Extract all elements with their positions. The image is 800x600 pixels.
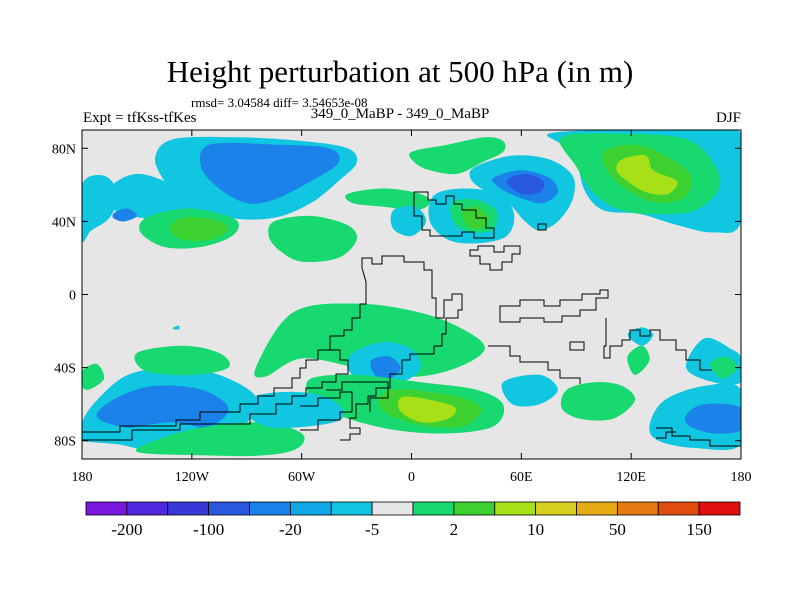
contour-region-41 [684,403,741,434]
experiment-label: Expt = tfKss-tfKes [83,110,197,126]
colorbar-swatch-4 [249,501,291,516]
colorbar-swatch-1 [126,501,169,516]
contour-region-35 [560,382,636,421]
contour-region-24 [82,363,105,390]
colorbar-swatch-8 [412,501,455,516]
contour-region-22 [96,385,229,430]
contour-region-34 [501,374,558,407]
colorbar-label-2: -20 [279,520,302,539]
colorbar-swatch-2 [167,501,210,516]
stats-label: rmsd= 3.04584 diff= 3.54653e-08 [191,95,368,110]
coastline-caspian [537,223,547,231]
period-label: 349_0_MaBP - 349_0_MaBP [310,106,490,122]
y-tick-label-1: 40N [52,215,76,230]
y-tick-label-4: 80S [54,435,76,450]
colorbar-label-4: 2 [450,520,459,539]
colorbar-swatch-11 [535,501,577,516]
colorbar-swatch-3 [208,501,250,516]
contour-region-7 [268,215,357,263]
contour-region-9 [345,188,430,211]
season-label: DJF [715,110,741,126]
coastline-south-america-lower [82,349,349,441]
contour-region-32 [398,396,457,423]
y-tick-label-0: 80N [52,142,76,157]
coastline-layer [82,191,741,447]
colorbar-label-1: -100 [193,520,224,539]
colorbar-swatch-13 [616,501,659,516]
x-tick-label-3: 0 [408,470,415,485]
contour-region-29 [370,356,401,379]
colorbar-swatch-14 [657,501,700,516]
contour-region-26 [135,422,305,457]
contour-region-12 [506,173,545,195]
coastline-indian-ocean [499,289,609,323]
colorbar-swatch-5 [289,501,332,516]
colorbar-swatch-6 [330,501,373,516]
colorbar-label-3: -5 [365,520,379,539]
coastline-antarctica-east [656,427,741,447]
colorbar-swatch-7 [371,501,414,516]
colorbar-label-5: 10 [527,520,544,539]
x-tick-label-5: 120E [616,470,646,485]
contour-region-16 [390,206,427,237]
colorbar-label-6: 50 [609,520,626,539]
contour-fill-layer [82,130,741,457]
plot-title: Height perturbation at 500 hPa (in m) [166,54,634,89]
contour-region-20 [616,155,678,195]
colorbar-swatch-15 [698,501,741,516]
x-tick-label-6: 180 [731,470,752,485]
colorbar: -200 -100 -20 -5 2 10 50 150 [85,501,741,539]
coastline-americas [340,255,463,441]
x-tick-label-2: 60W [288,470,316,485]
colorbar-swatch-9 [453,501,496,516]
contour-region-6 [169,217,229,242]
contour-region-42 [172,325,180,330]
contour-region-1 [199,142,340,204]
y-tick-label-2: 0 [69,289,76,304]
coastline-antarctic-peninsula [300,391,353,431]
contour-region-4 [112,208,137,222]
coastline-antarctica-east-inner [656,431,676,439]
contour-region-27 [254,303,485,378]
colorbar-label-7: 150 [686,520,712,539]
axis-ticks-layer: 180 120W 60W 0 60E 120E 180 80N 40N 0 40S 80S [52,130,752,485]
coastline-patagonia [326,381,389,412]
contour-region-23 [134,345,230,376]
x-tick-label-0: 180 [72,470,93,485]
contour-region-8 [409,137,506,175]
colorbar-swatch-0 [85,501,128,516]
contour-region-37 [627,345,650,375]
coastline-north-africa [413,191,495,239]
y-tick-label-3: 40S [54,362,76,377]
coastline-australia [603,318,712,371]
contour-region-36 [627,327,654,346]
contour-region-15 [462,206,489,230]
colorbar-swatch-10 [494,501,537,516]
coastline-indonesia [569,341,585,351]
x-tick-label-4: 60E [510,470,533,485]
colorbar-swatch-12 [576,501,618,516]
coastline-southeast-africa [488,345,581,384]
colorbar-label-0: -200 [111,520,142,539]
coastline-west-andes [82,267,367,433]
x-tick-label-1: 120W [175,470,210,485]
contour-region-39 [709,356,738,379]
coastline-arabia [469,245,521,271]
